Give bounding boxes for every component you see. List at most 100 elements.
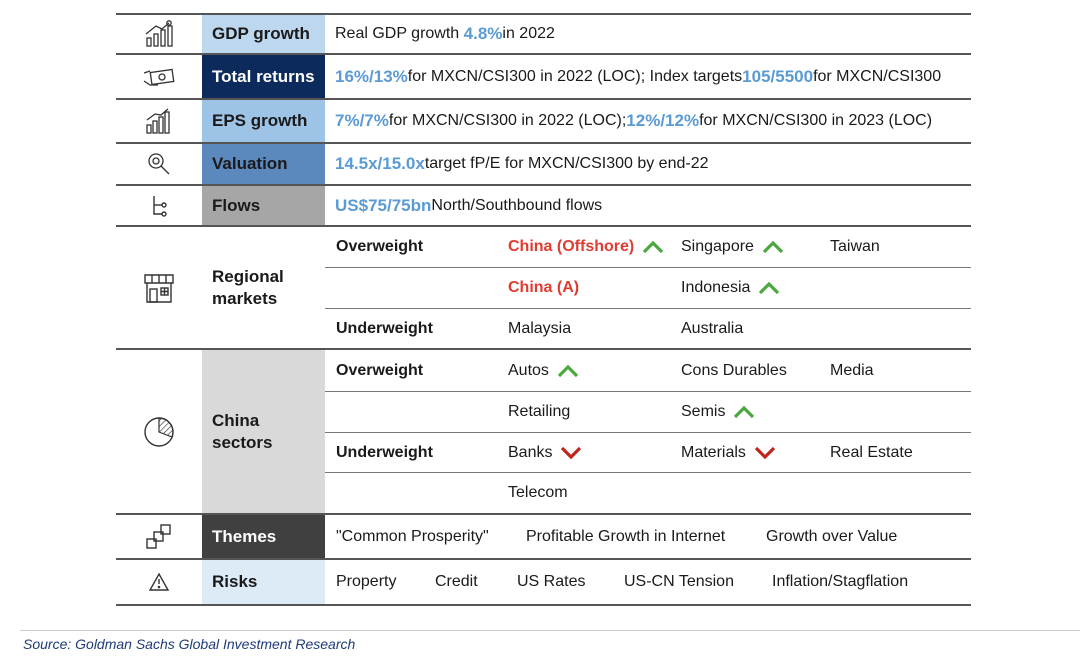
sector-media: Media xyxy=(830,361,874,379)
gdp-label: GDP growth xyxy=(202,15,325,53)
sector-semis: Semis xyxy=(681,403,755,421)
magnifier-icon xyxy=(116,144,202,184)
sectors-divider-2 xyxy=(325,432,971,433)
valuation-label: Valuation xyxy=(202,144,325,184)
stacked-squares-icon xyxy=(116,515,202,558)
returns-text: for MXCN/CSI300 in 2022 (LOC); Index tar… xyxy=(407,67,743,85)
flows-value: US$75/75bn xyxy=(335,195,432,215)
up-arrow-icon xyxy=(734,405,755,419)
flows-row: Flows US$75/75bn North/Southbound flows xyxy=(116,186,971,227)
risk-us-rates: US Rates xyxy=(517,573,586,590)
regional-label-line2: markets xyxy=(212,288,278,308)
sectors-uw-row2: Telecom xyxy=(325,473,971,513)
eps-value-1: 7%/7% xyxy=(335,111,389,130)
sectors-row: China sectors Overweight Autos Cons Durab… xyxy=(116,350,971,515)
sectors-divider-1 xyxy=(325,391,971,392)
market-malaysia: Malaysia xyxy=(508,320,572,337)
market-china-a-text: China (A) xyxy=(508,279,580,296)
market-australia: Australia xyxy=(681,320,744,337)
market-china-a: China (A) xyxy=(508,279,579,297)
gdp-content: Real GDP growth 4.8% in 2022 xyxy=(325,15,971,53)
up-arrow-icon xyxy=(557,364,579,377)
regional-underweight-label: Underweight xyxy=(336,320,433,337)
regional-row: Regional markets Overweight China (Offsho… xyxy=(116,227,971,350)
sectors-label-line2: sectors xyxy=(212,432,273,452)
returns-text-tail: for MXCN/CSI300 xyxy=(813,67,942,85)
storefront-icon xyxy=(116,227,202,348)
returns-row: Total returns 16%/13% for MXCN/CSI300 in… xyxy=(116,55,971,100)
eps-value-2: 12%/12% xyxy=(626,111,700,130)
sector-banks: Banks xyxy=(508,444,582,462)
returns-value-1: 16%/13% xyxy=(335,66,408,86)
regional-label-line1: Regional xyxy=(212,266,284,286)
warning-icon xyxy=(116,560,202,604)
regional-ow-row2: China (A) Indonesia xyxy=(325,268,971,308)
gdp-text-tail: in 2022 xyxy=(502,25,555,42)
risk-credit: Credit xyxy=(435,573,478,590)
sector-semis-text: Semis xyxy=(681,403,726,420)
themes-label: Themes xyxy=(202,515,325,558)
themes-row: Themes "Common Prosperity" Profitable Gr… xyxy=(116,515,971,560)
theme-profitable-growth: Profitable Growth in Internet xyxy=(526,527,726,545)
regional-divider-1 xyxy=(325,267,971,268)
market-china-offshore-text: China (Offshore) xyxy=(508,238,635,255)
sector-retailing: Retailing xyxy=(508,403,571,420)
sector-banks-text: Banks xyxy=(508,443,553,461)
down-arrow-icon xyxy=(754,446,776,459)
sectors-ow-row2: Retailing Semis xyxy=(325,392,971,432)
eps-label: EPS growth xyxy=(202,100,325,142)
risks-label: Risks xyxy=(202,560,325,604)
market-indonesia-text: Indonesia xyxy=(681,279,751,296)
risks-content: Property Credit US Rates US-CN Tension I… xyxy=(325,560,971,604)
flows-label: Flows xyxy=(202,186,325,225)
valuation-row: Valuation 14.5x/15.0x target fP/E for MX… xyxy=(116,144,971,186)
gdp-text: Real GDP growth xyxy=(335,25,460,42)
risk-property: Property xyxy=(336,573,397,590)
sector-autos-text: Autos xyxy=(508,361,549,379)
growth-chart-icon xyxy=(116,15,202,53)
up-arrow-icon xyxy=(643,240,664,254)
sector-telecom: Telecom xyxy=(508,484,568,501)
money-icon xyxy=(116,55,202,98)
valuation-value: 14.5x/15.0x xyxy=(335,154,425,173)
market-taiwan: Taiwan xyxy=(830,238,880,255)
sector-materials-text: Materials xyxy=(681,443,746,461)
pie-chart-icon xyxy=(116,350,202,513)
eps-row: EPS growth 7%/7% for MXCN/CSI300 in 2022… xyxy=(116,100,971,144)
source-note: Source: Goldman Sachs Global Investment … xyxy=(23,636,356,652)
gdp-value: 4.8% xyxy=(463,24,503,43)
regional-divider-2 xyxy=(325,308,971,309)
source-divider xyxy=(20,630,1080,631)
sectors-underweight-label: Underweight xyxy=(336,443,433,461)
regional-label: Regional markets xyxy=(202,227,325,348)
regional-overweight-label: Overweight xyxy=(336,238,424,255)
sectors-divider-3 xyxy=(325,472,971,473)
returns-content: 16%/13% for MXCN/CSI300 in 2022 (LOC); I… xyxy=(325,55,971,98)
risk-inflation: Inflation/Stagflation xyxy=(772,573,909,590)
theme-growth-over-value: Growth over Value xyxy=(766,527,898,545)
sectors-ow-row1: Overweight Autos Cons Durables Media xyxy=(325,350,971,391)
gdp-row: GDP growth Real GDP growth 4.8% in 2022 xyxy=(116,13,971,55)
flows-content: US$75/75bn North/Southbound flows xyxy=(325,186,971,225)
regional-uw-row: Underweight Malaysia Australia xyxy=(325,309,971,349)
eps-text: for MXCN/CSI300 in 2022 (LOC); xyxy=(388,112,627,129)
down-arrow-icon xyxy=(561,446,582,459)
regional-ow-row1: Overweight China (Offshore) Singapore Ta… xyxy=(325,227,971,267)
market-singapore: Singapore xyxy=(681,238,784,256)
sector-real-estate: Real Estate xyxy=(830,443,913,461)
sectors-uw-row1: Underweight Banks Materials Real Estate xyxy=(325,433,971,472)
outlook-table: GDP growth Real GDP growth 4.8% in 2022 … xyxy=(116,13,971,606)
sectors-overweight-label: Overweight xyxy=(336,361,424,379)
returns-label: Total returns xyxy=(202,55,325,98)
risk-us-cn-tension: US-CN Tension xyxy=(624,573,734,590)
risks-row: Risks Property Credit US Rates US-CN Ten… xyxy=(116,560,971,606)
bar-chart-icon xyxy=(116,100,202,142)
returns-value-2: 105/5500 xyxy=(742,66,814,86)
theme-common-prosperity: "Common Prosperity" xyxy=(336,527,489,545)
sectors-label-line1: China xyxy=(212,410,260,430)
flows-text: North/Southbound flows xyxy=(431,196,603,214)
up-arrow-icon xyxy=(759,281,780,295)
eps-content: 7%/7% for MXCN/CSI300 in 2022 (LOC); 12%… xyxy=(325,100,971,142)
market-indonesia: Indonesia xyxy=(681,279,780,297)
sector-materials: Materials xyxy=(681,444,776,462)
